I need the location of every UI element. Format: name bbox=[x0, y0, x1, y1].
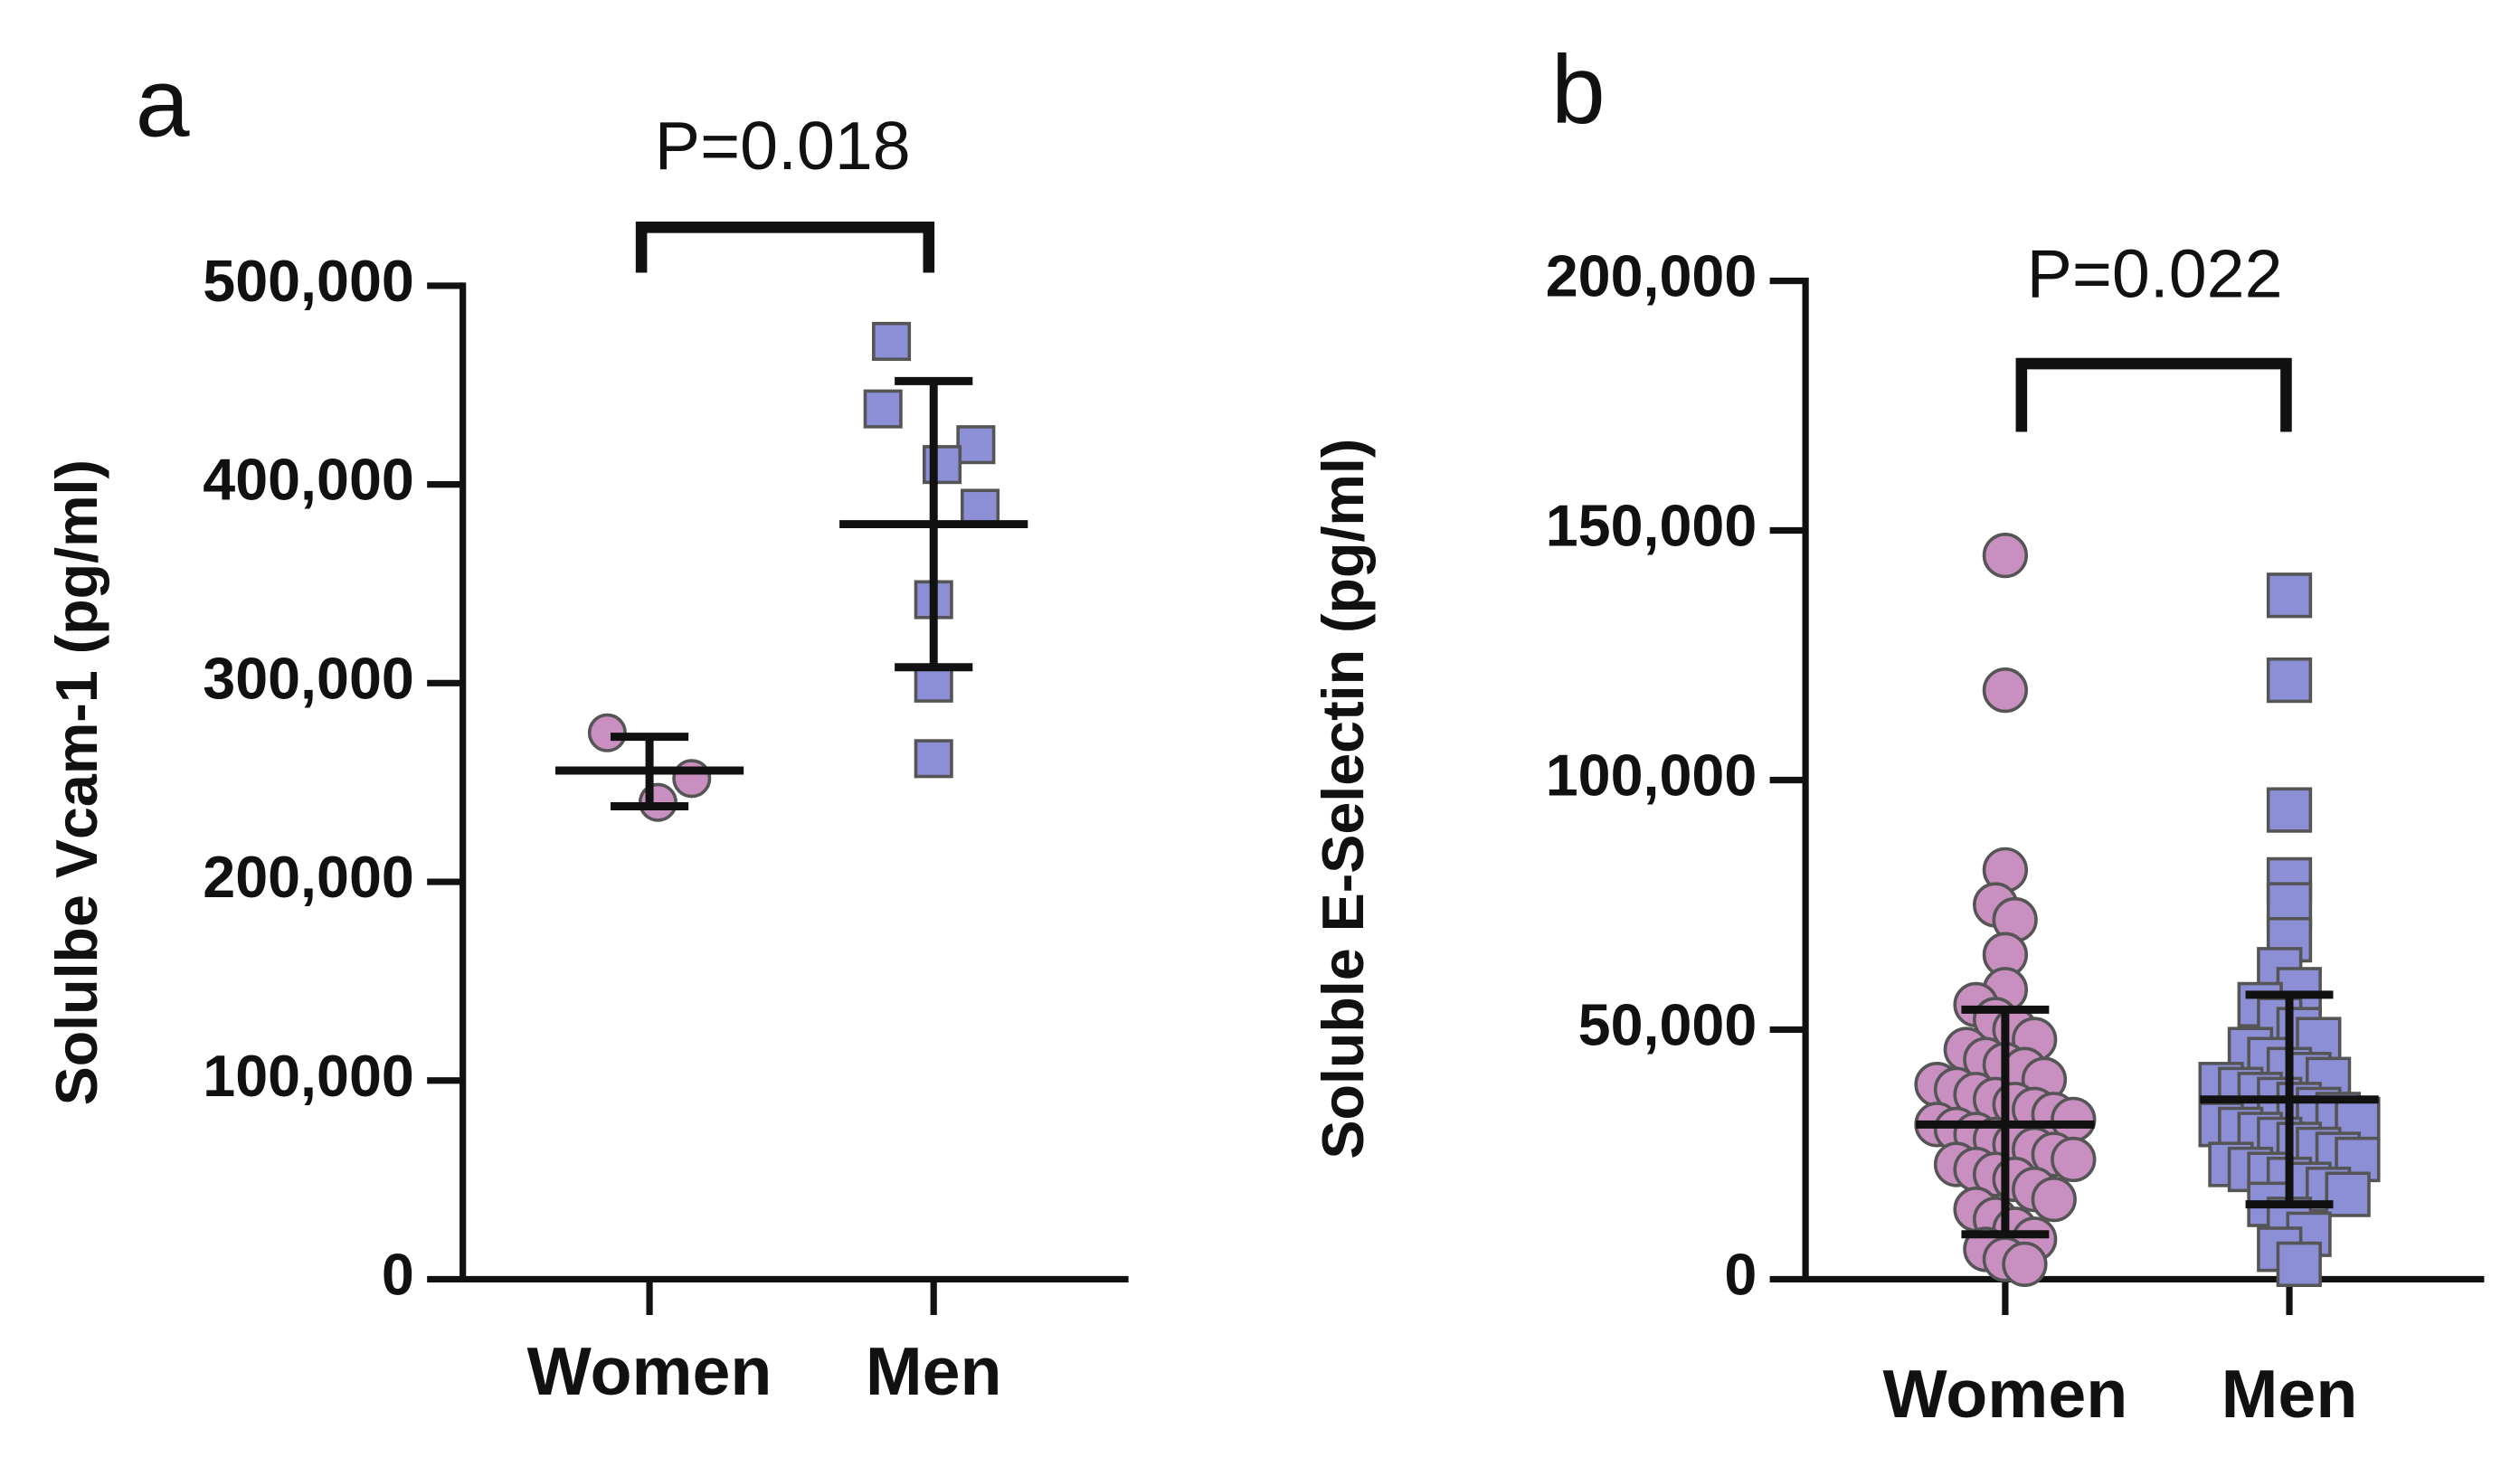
y-tick-label: 200,000 bbox=[1546, 244, 1757, 309]
data-point bbox=[863, 389, 903, 429]
y-tick-label: 100,000 bbox=[1546, 743, 1757, 809]
x-tick-label: Men bbox=[2222, 1356, 2358, 1432]
data-point bbox=[2051, 1136, 2097, 1183]
data-point bbox=[2325, 1171, 2371, 1217]
x-tick-label: Women bbox=[527, 1333, 772, 1409]
y-tick-label: 0 bbox=[1724, 1243, 1757, 1308]
data-point bbox=[2276, 1241, 2322, 1288]
panel-label: b bbox=[1551, 35, 1606, 144]
significance-bracket bbox=[635, 222, 935, 273]
significance-bracket bbox=[2015, 357, 2292, 432]
data-point bbox=[2031, 1177, 2077, 1223]
panel-label: a bbox=[136, 49, 190, 157]
y-axis-label: Soluble E-Selectin (pg/ml) bbox=[1311, 439, 1376, 1159]
data-point bbox=[2266, 572, 2313, 619]
data-point bbox=[2266, 657, 2313, 704]
y-tick-label: 400,000 bbox=[203, 448, 414, 513]
data-point bbox=[2002, 1241, 2048, 1288]
data-point bbox=[1982, 667, 2029, 714]
y-tick-label: 500,000 bbox=[203, 249, 414, 314]
y-tick-label: 50,000 bbox=[1578, 993, 1757, 1058]
y-axis-label: Solulbe Vcam-1 (pg/ml) bbox=[44, 459, 109, 1105]
p-value: P=0.022 bbox=[2027, 236, 2283, 312]
data-point bbox=[672, 759, 712, 799]
data-point bbox=[956, 425, 996, 465]
x-tick-label: Women bbox=[1882, 1356, 2127, 1432]
y-tick-label: 150,000 bbox=[1546, 494, 1757, 559]
y-tick-label: 200,000 bbox=[203, 845, 414, 910]
data-point bbox=[914, 739, 953, 779]
data-point bbox=[2266, 787, 2313, 833]
data-point bbox=[1982, 532, 2029, 579]
x-tick-label: Men bbox=[866, 1333, 1002, 1409]
p-value: P=0.018 bbox=[655, 108, 911, 184]
y-tick-label: 300,000 bbox=[203, 646, 414, 711]
data-point bbox=[871, 321, 912, 361]
y-tick-label: 0 bbox=[382, 1243, 414, 1308]
y-tick-label: 100,000 bbox=[203, 1044, 414, 1109]
